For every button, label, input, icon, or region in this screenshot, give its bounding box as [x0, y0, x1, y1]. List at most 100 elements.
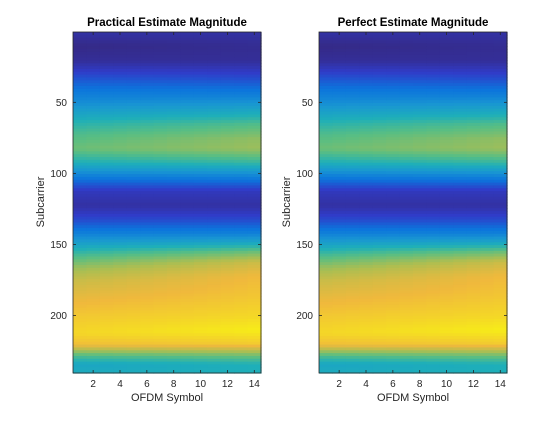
heatmap-cell: [126, 154, 141, 158]
heatmap-cell: [345, 296, 360, 300]
heatmap-cell: [453, 310, 468, 314]
heatmap-cell: [386, 307, 401, 312]
heatmap-cell: [332, 205, 347, 209]
heatmap-cell: [207, 242, 222, 246]
heatmap-cell: [399, 117, 414, 121]
heatmap-cell: [99, 88, 114, 93]
heatmap-cell: [73, 213, 88, 218]
heatmap-cell: [372, 46, 387, 50]
heatmap-cell: [207, 276, 222, 280]
heatmap-cell: [126, 233, 141, 238]
heatmap-cell: [359, 74, 374, 79]
heatmap-cell: [426, 148, 441, 152]
heatmap-cell: [73, 54, 88, 59]
heatmap-cell: [113, 46, 128, 50]
heatmap-cell: [372, 71, 387, 76]
heatmap-cell: [345, 40, 360, 44]
heatmap-cell: [493, 97, 508, 101]
heatmap-cell: [372, 66, 387, 70]
heatmap-cell: [140, 338, 155, 343]
heatmap-cell: [193, 330, 208, 334]
heatmap-cell: [453, 51, 468, 56]
heatmap-cell: [493, 330, 508, 334]
heatmap-cell: [413, 338, 428, 343]
heatmap-cell: [140, 327, 155, 331]
heatmap-cell: [86, 225, 101, 229]
heatmap-cell: [113, 284, 128, 289]
heatmap-cell: [113, 344, 128, 349]
heatmap-cell: [332, 267, 347, 272]
heatmap-cell: [453, 54, 468, 59]
heatmap-cell: [413, 174, 428, 178]
heatmap-cell: [140, 154, 155, 158]
heatmap-cell: [167, 108, 182, 113]
heatmap-cell: [319, 247, 334, 252]
heatmap-cell: [193, 91, 208, 96]
heatmap-cell: [207, 336, 222, 340]
heatmap-cell: [207, 80, 222, 84]
heatmap-cell: [466, 230, 481, 235]
heatmap-cell: [73, 193, 88, 198]
heatmap-cell: [73, 176, 88, 181]
heatmap-cell: [73, 117, 88, 121]
heatmap-cell: [86, 293, 101, 297]
heatmap-cell: [193, 307, 208, 312]
heatmap-cell: [113, 228, 128, 232]
heatmap-cell: [413, 301, 428, 306]
heatmap-cell: [180, 253, 195, 258]
heatmap-cell: [319, 310, 334, 314]
heatmap-cell: [480, 208, 495, 212]
heatmap-cell: [113, 213, 128, 218]
heatmap-cell: [153, 122, 168, 127]
heatmap-cell: [319, 171, 334, 175]
heatmap-cell: [99, 157, 114, 161]
heatmap-cell: [247, 128, 262, 133]
heatmap-cell: [73, 148, 88, 152]
heatmap-cell: [86, 142, 101, 147]
heatmap-cell: [140, 267, 155, 272]
heatmap-cell: [153, 151, 168, 155]
heatmap-cell: [359, 310, 374, 314]
heatmap-cell: [180, 222, 195, 226]
heatmap-cell: [319, 34, 334, 39]
heatmap-cell: [207, 77, 222, 81]
heatmap-cell: [413, 353, 428, 357]
heatmap-cell: [413, 230, 428, 235]
heatmap-cell: [86, 313, 101, 317]
heatmap-cell: [193, 253, 208, 258]
heatmap-cell: [247, 148, 262, 152]
heatmap-cell: [207, 139, 222, 144]
heatmap-cell: [345, 336, 360, 340]
heatmap-cell: [453, 34, 468, 39]
heatmap-cell: [466, 265, 481, 269]
heatmap-cell: [319, 188, 334, 192]
heatmap-cell: [332, 57, 347, 62]
heatmap-cell: [332, 256, 347, 260]
heatmap-cell: [345, 193, 360, 198]
heatmap-cell: [466, 103, 481, 107]
heatmap-cell: [372, 211, 387, 215]
heatmap-cell: [180, 174, 195, 178]
heatmap-cell: [466, 301, 481, 306]
heatmap-cell: [140, 162, 155, 167]
heatmap-cell: [193, 225, 208, 229]
heatmap-cell: [180, 341, 195, 346]
heatmap-cell: [372, 171, 387, 175]
heatmap-cell: [220, 34, 235, 39]
heatmap-cell: [466, 299, 481, 303]
heatmap-cell: [493, 66, 508, 70]
heatmap-cell: [359, 247, 374, 252]
heatmap-cell: [372, 120, 387, 124]
heatmap-cell: [234, 43, 249, 47]
heatmap-cell: [207, 49, 222, 53]
heatmap-cell: [99, 151, 114, 155]
heatmap-cell: [480, 353, 495, 357]
heatmap-cell: [399, 313, 414, 317]
heatmap-cell: [247, 247, 262, 252]
heatmap-cell: [234, 185, 249, 189]
heatmap-cell: [193, 205, 208, 209]
heatmap-cell: [153, 111, 168, 116]
heatmap-cell: [153, 142, 168, 147]
heatmap-cell: [113, 361, 128, 366]
heatmap-cell: [73, 162, 88, 167]
